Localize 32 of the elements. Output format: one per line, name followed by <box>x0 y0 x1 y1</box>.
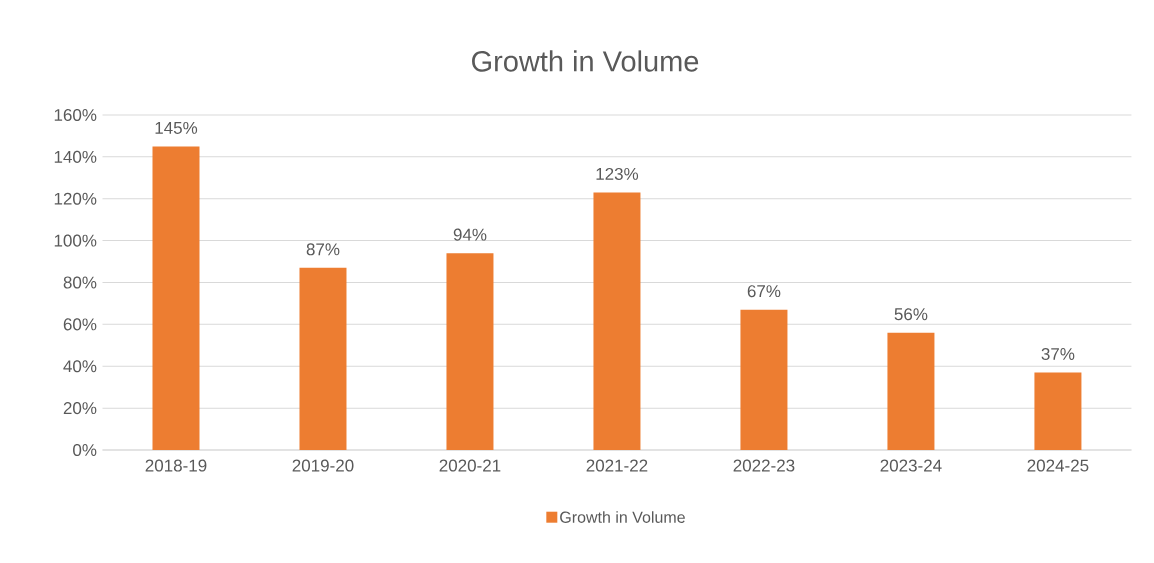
bar <box>593 192 641 450</box>
bar <box>152 146 200 450</box>
x-tick-label: 2019-20 <box>292 459 354 472</box>
data-label: 123% <box>596 167 639 180</box>
y-tick-label: 120% <box>54 192 97 205</box>
x-tick-label: 2021-22 <box>586 459 648 472</box>
y-tick-label: 40% <box>63 360 97 373</box>
x-tick-label: 2018-19 <box>145 459 207 472</box>
chart-title: Growth in Volume <box>472 50 699 72</box>
y-tick-label: 160% <box>54 108 97 122</box>
y-tick-label: 140% <box>54 150 97 163</box>
y-tick-label: 80% <box>63 276 97 289</box>
data-label: 87% <box>306 243 340 256</box>
data-label: 94% <box>453 228 487 241</box>
bar <box>446 253 494 450</box>
x-tick-label: 2022-23 <box>733 459 795 472</box>
y-tick-label: 60% <box>63 318 97 331</box>
data-label: 145% <box>155 121 198 134</box>
x-tick-label: 2020-21 <box>439 459 501 472</box>
y-tick-label: 100% <box>54 234 97 247</box>
y-tick-label: 0% <box>73 443 97 457</box>
bar <box>740 309 788 450</box>
x-tick-label: 2024-25 <box>1027 459 1089 472</box>
legend-label: Growth in Volume <box>560 511 685 523</box>
x-tick-label: 2023-24 <box>880 459 942 472</box>
y-tick-label: 20% <box>63 402 97 415</box>
bar <box>299 267 347 450</box>
data-label: 56% <box>894 308 928 321</box>
data-label: 37% <box>1041 347 1075 361</box>
bar <box>1034 372 1082 450</box>
data-label: 67% <box>747 285 781 298</box>
bar <box>887 332 935 450</box>
